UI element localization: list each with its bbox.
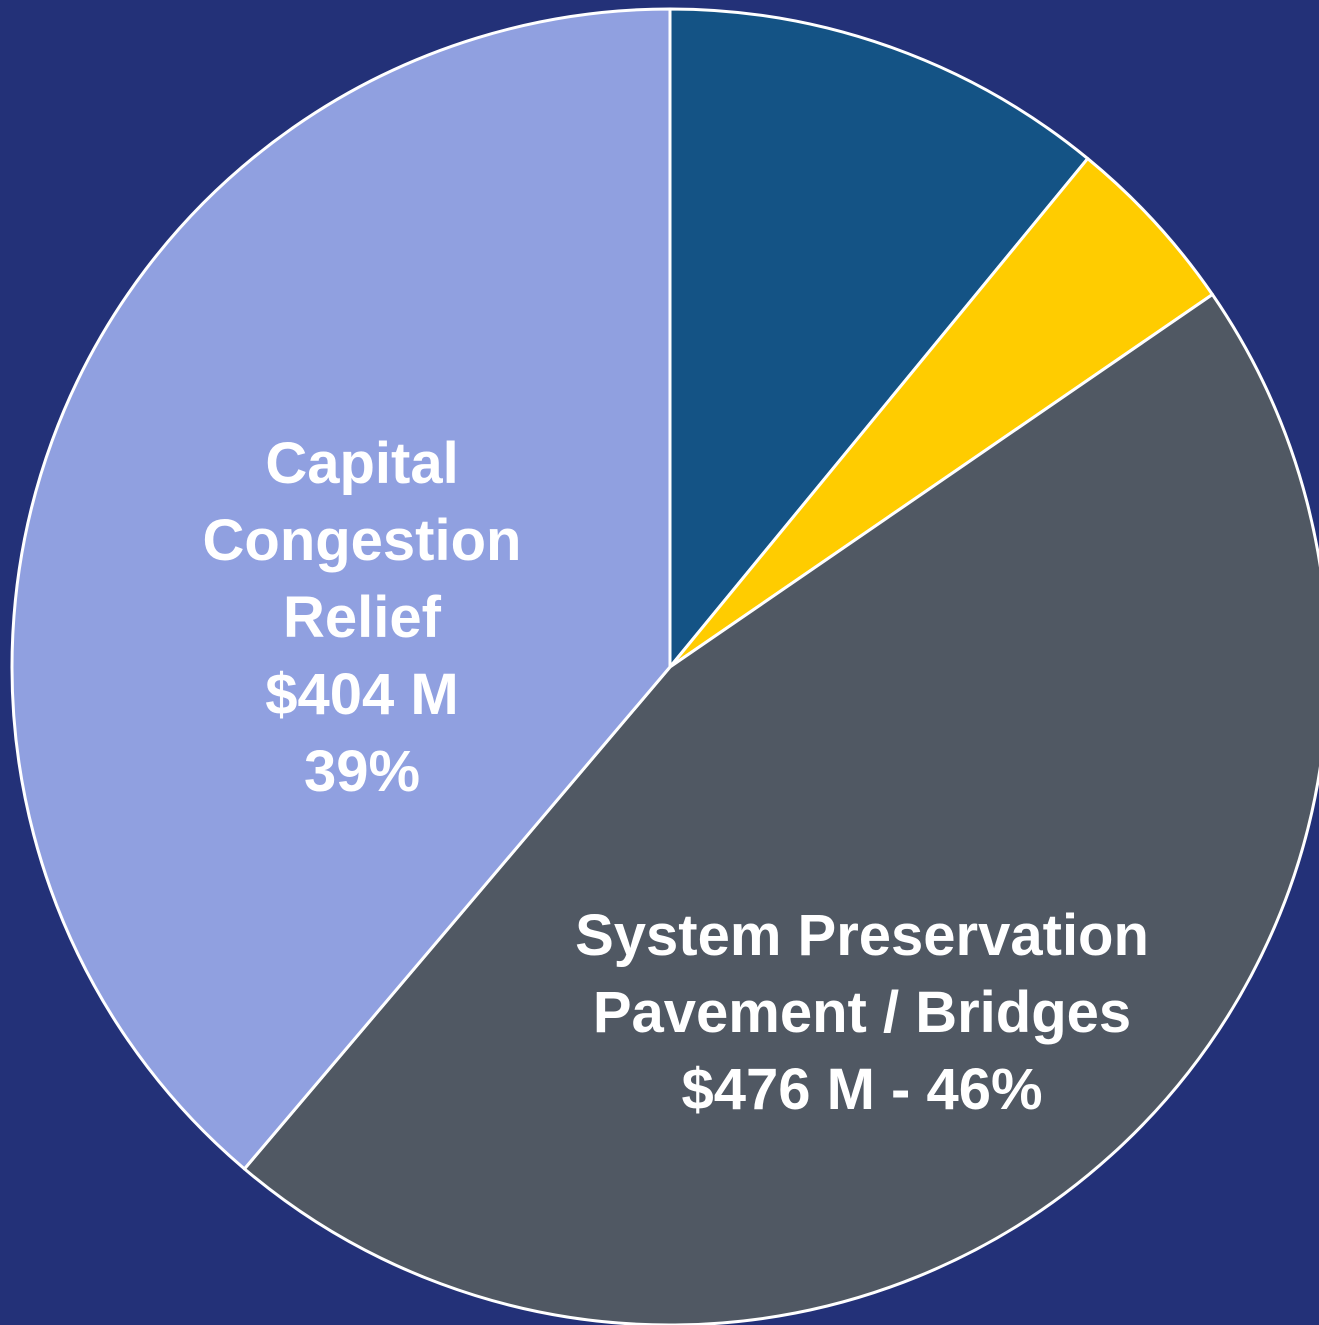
- pie-slice-label-line: Congestion: [203, 508, 522, 573]
- slices-layer: [12, 9, 1319, 1325]
- pie-slice-label-line: $404 M: [265, 662, 458, 727]
- pie-slice-label-line: 39%: [304, 739, 420, 804]
- pie-slice-label-line: System Preservation: [575, 903, 1149, 968]
- pie-slice-label-line: Relief: [283, 585, 442, 650]
- pie-slice-label-line: $476 M - 46%: [681, 1057, 1042, 1122]
- pie-slice-label-line: Capital: [265, 431, 458, 496]
- pie-slice-label-line: Pavement / Bridges: [593, 980, 1131, 1045]
